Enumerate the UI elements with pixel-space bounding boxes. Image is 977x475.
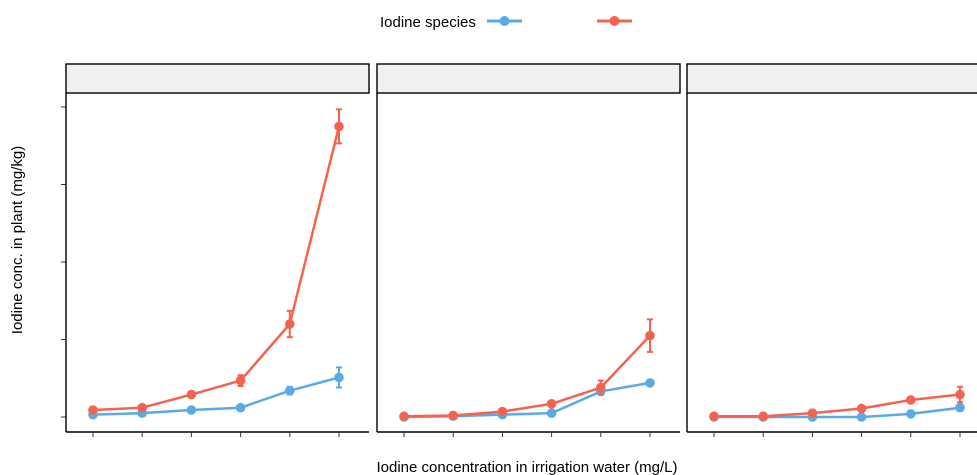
series-iodate (88, 366, 344, 420)
data-point (645, 330, 655, 341)
data-point (186, 389, 197, 400)
legend-entries (487, 16, 632, 26)
data-point (546, 399, 557, 409)
series-line-iodate (92, 376, 340, 416)
data-point (88, 405, 98, 415)
strip-leaf (686, 63, 977, 94)
data-point (709, 411, 719, 422)
data-point (334, 372, 344, 383)
data-point (235, 402, 246, 413)
data-point (955, 402, 965, 413)
data-point (955, 389, 965, 400)
strip-root (65, 63, 370, 94)
data-point (285, 319, 295, 329)
data-point (856, 403, 867, 414)
x-axis-title: Iodine concentration in irrigation water… (377, 459, 678, 475)
series-line-iodide (714, 393, 961, 418)
panel-leaf (686, 63, 977, 437)
data-point (334, 121, 344, 132)
legend-title: Iodine species (380, 14, 476, 31)
series-line-iodate (403, 381, 651, 419)
panel-stem (376, 63, 681, 437)
strip-stem (376, 63, 681, 94)
data-point (497, 406, 508, 417)
data-point (645, 378, 655, 388)
series-iodide (88, 108, 344, 415)
series-iodide (399, 318, 655, 422)
panel-root (65, 63, 370, 437)
data-point (758, 411, 768, 422)
legend-marker-iodide (609, 16, 620, 26)
panels (65, 63, 977, 437)
series-line-iodide (403, 334, 651, 418)
y-axis (61, 106, 66, 418)
series-line-iodide (92, 126, 341, 412)
data-point (235, 375, 246, 386)
data-point (906, 409, 916, 419)
data-point (186, 405, 197, 415)
data-point (285, 385, 295, 396)
data-point (546, 408, 557, 418)
series-iodate (709, 402, 965, 422)
data-point (399, 411, 409, 422)
data-point (807, 408, 818, 418)
y-axis-title: Iodine conc. in plant (mg/kg) (9, 146, 26, 334)
data-point (448, 410, 459, 421)
data-point (596, 382, 606, 393)
series-iodide (709, 385, 965, 422)
data-point (137, 402, 147, 413)
data-point (906, 395, 916, 405)
legend-marker-iodate (499, 16, 510, 26)
legend: Iodine species (380, 14, 632, 31)
data-point (856, 412, 867, 422)
